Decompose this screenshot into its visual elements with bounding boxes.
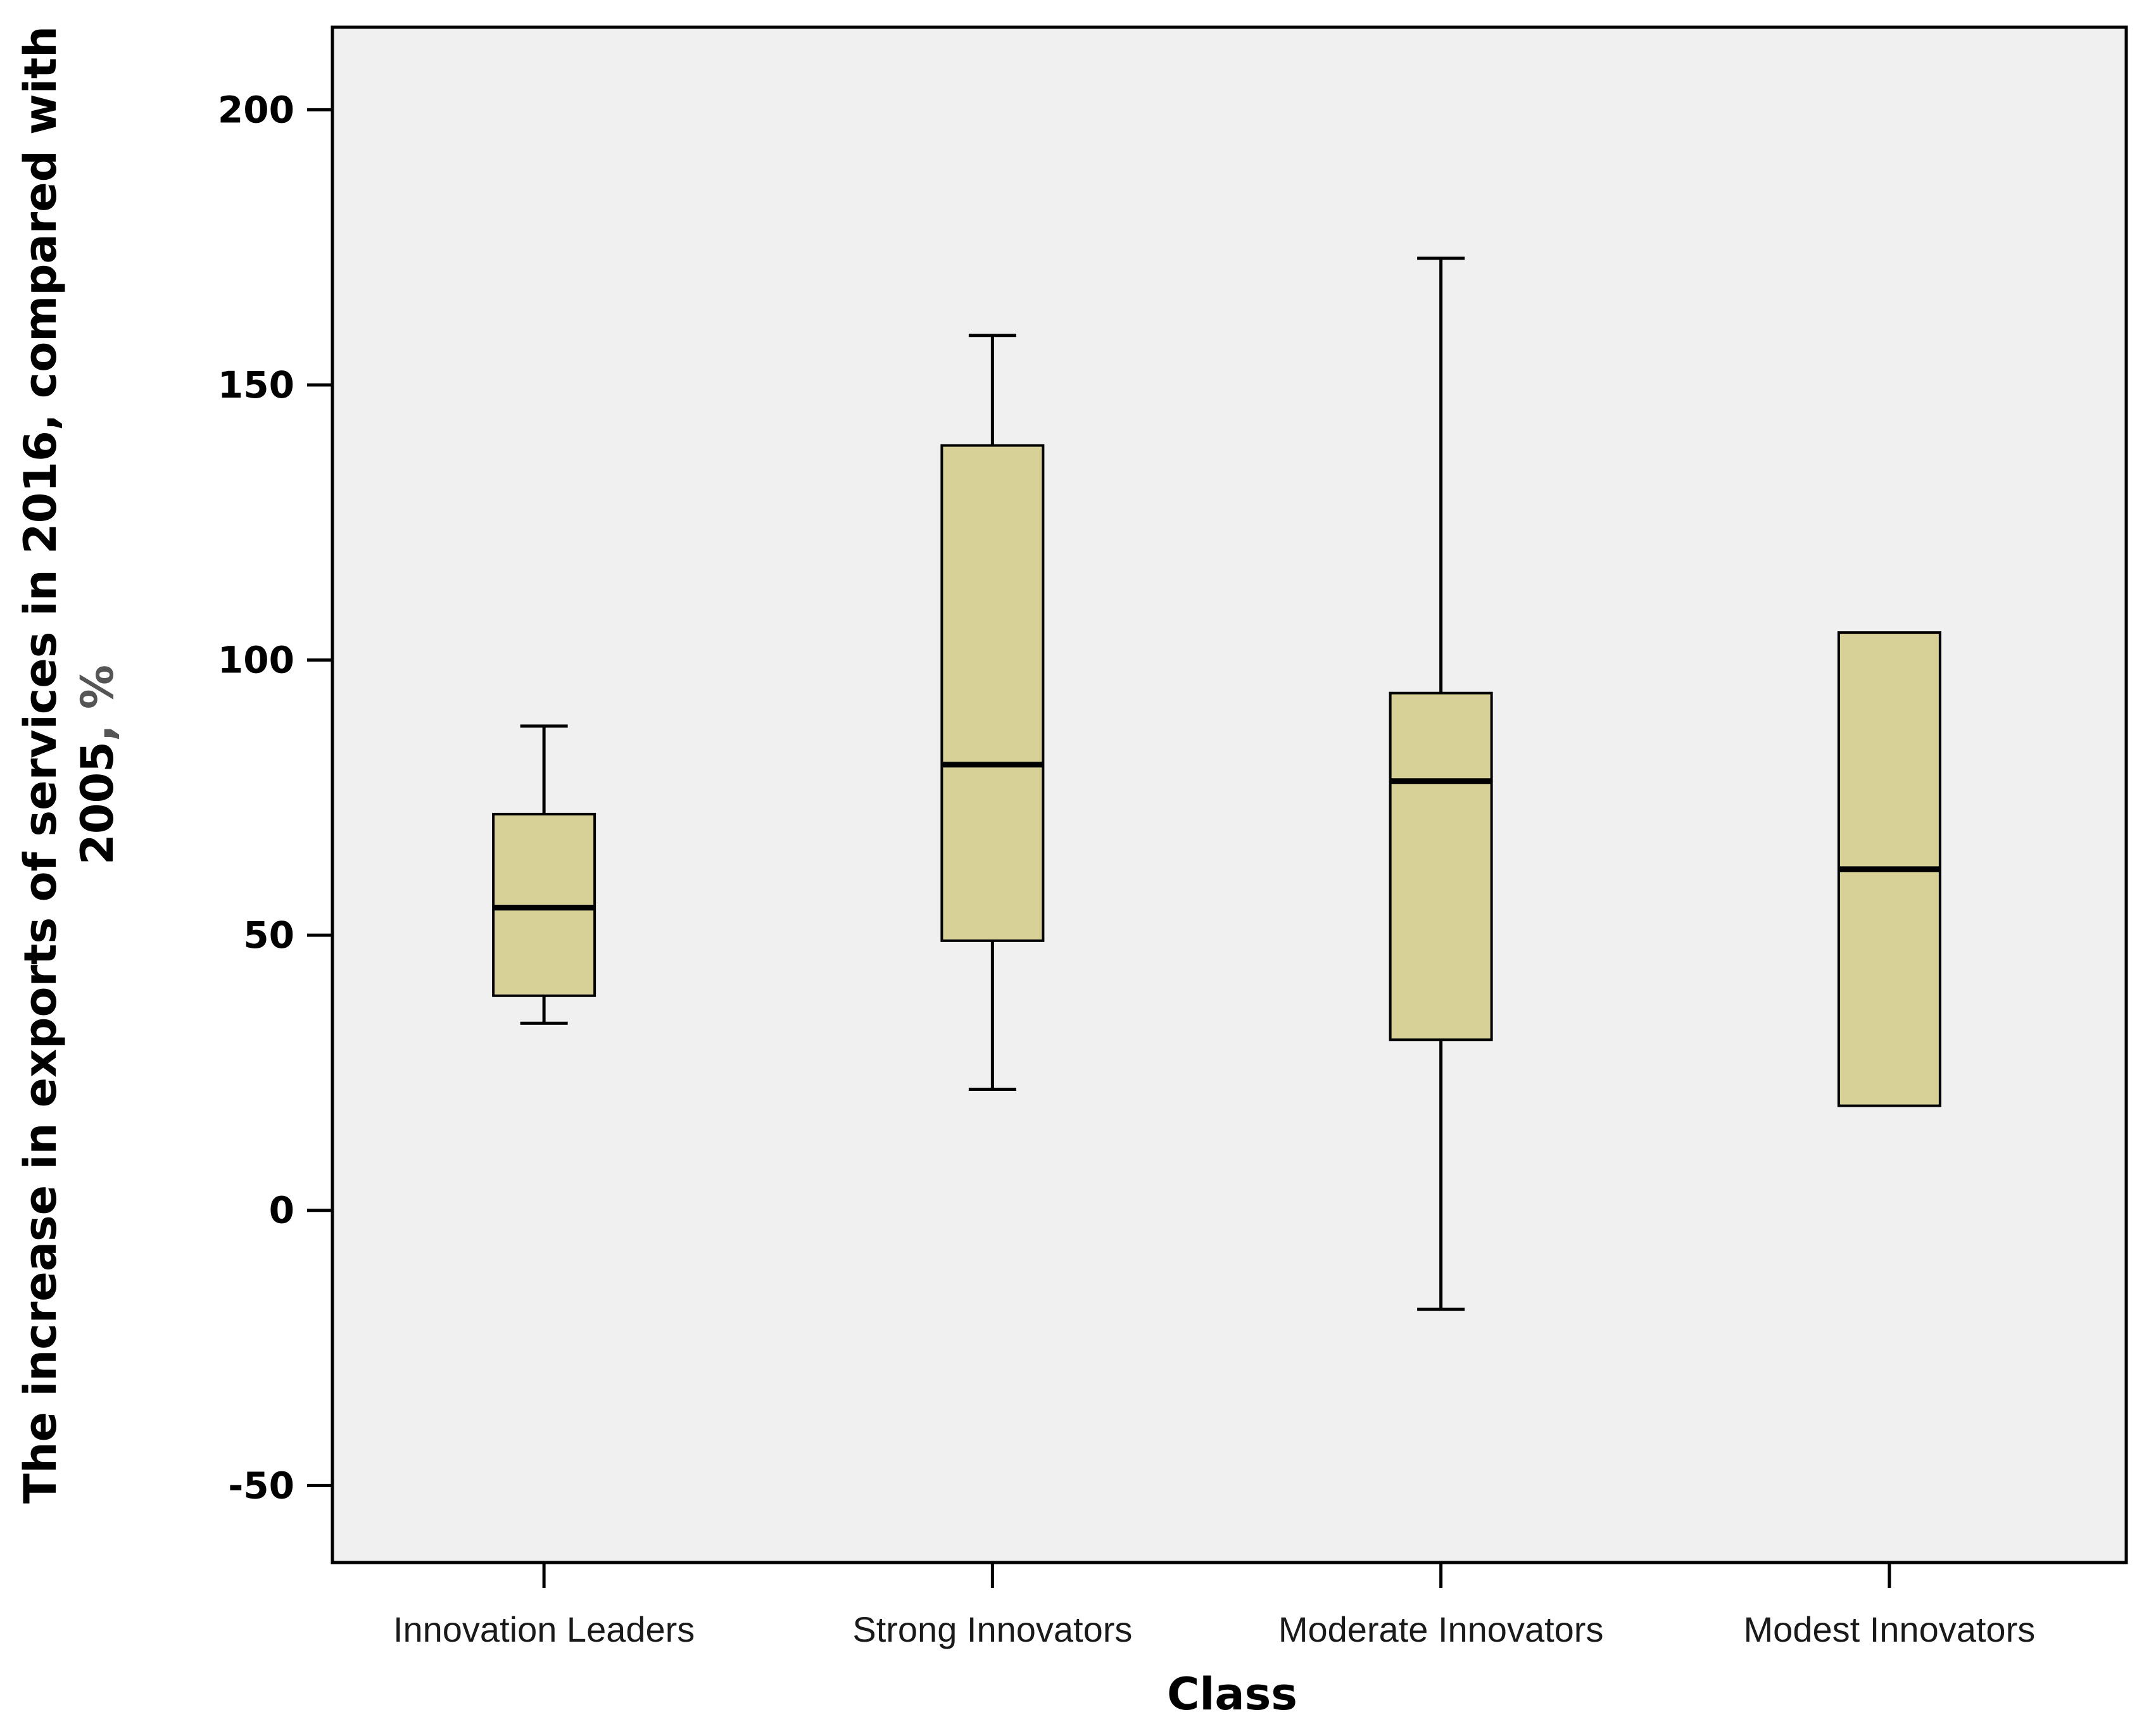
- iqr-box: [1389, 691, 1493, 1041]
- y-tick-label: 150: [218, 363, 294, 406]
- y-axis-title-line2: 2005, %: [72, 665, 123, 865]
- box-group: [492, 724, 596, 1025]
- y-axis-title-line1: The increase in exports of services in 2…: [15, 26, 66, 1504]
- x-tick-label: Moderate Innovators: [1278, 1609, 1604, 1649]
- x-axis: [542, 1563, 1891, 1588]
- x-tick-label: Strong Innovators: [852, 1609, 1132, 1649]
- y-tick-label: 100: [218, 639, 294, 682]
- x-axis-title: Class: [1167, 1668, 1297, 1720]
- iqr-box: [940, 444, 1045, 942]
- box-group: [940, 334, 1045, 1091]
- y-tick-label: -50: [228, 1464, 294, 1507]
- box-group: [1389, 256, 1493, 1311]
- y-axis: -50 0 50 100 150 200: [218, 88, 332, 1507]
- box-group: [1837, 631, 1941, 1107]
- y-axis-title-year: 2005: [72, 741, 123, 865]
- x-tick-label: Innovation Leaders: [393, 1609, 695, 1649]
- y-tick-label: 50: [243, 914, 294, 957]
- y-tick-label: 200: [218, 88, 294, 131]
- x-tick-label: Modest Innovators: [1744, 1609, 2036, 1649]
- plot-area: [331, 25, 2128, 1564]
- category-labels: Innovation Leaders Strong Innovators Moder…: [393, 1609, 2035, 1649]
- box-series: [492, 256, 1941, 1311]
- y-tick-label: 0: [269, 1189, 294, 1232]
- y-axis-title-unit: , %: [72, 665, 123, 741]
